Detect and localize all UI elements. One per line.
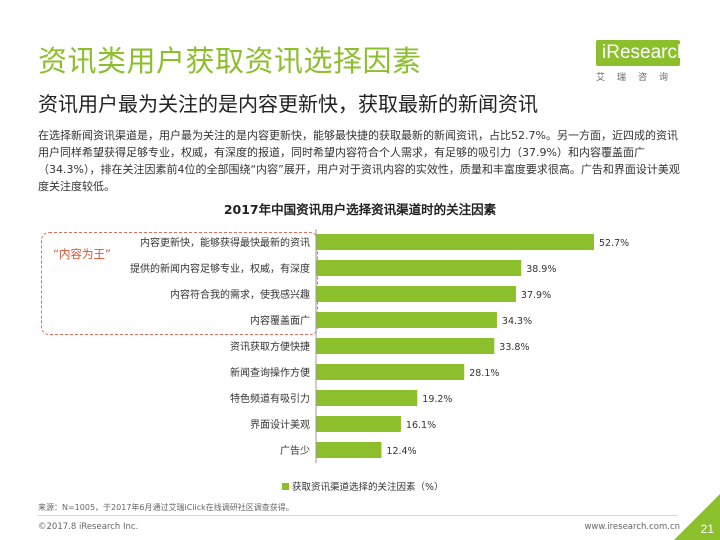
data-label: 34.3% [502,316,532,327]
bar [316,338,495,354]
bar [316,416,401,432]
data-label: 12.4% [386,446,416,457]
category-label: 新闻查询操作方便 [230,366,310,379]
source-note: 来源：N=1005，于2017年6月通过艾瑞iClick在线调研社区调查获得。 [38,503,294,512]
category-label: 资讯获取方便快捷 [230,340,310,353]
chart-title: 2017年中国资讯用户选择资讯渠道时的关注因素 [223,202,497,217]
bar-chart: 内容更新快，能够获得最快最新的资讯 52.7% 提供的新闻内容足够专业，权威，有深度… [130,229,629,493]
bar [316,312,497,328]
bar [316,260,522,276]
bar [316,442,382,458]
iresearch-logo: iResearch 艾瑞咨询 [596,40,688,83]
bar [316,390,418,406]
bar [316,364,465,380]
logo-name: iResearch [602,42,688,63]
category-label: 特色频道有吸引力 [230,392,310,405]
page-corner-tab [674,494,720,540]
footer-divider [38,515,678,516]
page-title: 资讯类用户获取资讯选择因素 [38,44,422,78]
category-label: 内容覆盖面广 [250,314,310,327]
website-link[interactable]: www.iresearch.com.cn [584,522,680,532]
copyright-text: ©2017.8 iResearch Inc. [38,522,139,532]
data-label: 52.7% [599,238,629,249]
data-label: 33.8% [499,342,529,353]
category-label: 提供的新闻内容足够专业，权威，有深度 [130,262,310,275]
legend-label: 获取资讯渠道选择的关注因素（%） [292,481,444,493]
data-label: 16.1% [406,420,436,431]
highlight-label: “内容为王” [53,247,111,261]
category-label: 界面设计美观 [250,418,310,431]
data-label: 37.9% [521,290,551,301]
category-label: 广告少 [280,444,310,457]
page-number: 21 [700,522,714,536]
logo-subtitle: 艾瑞咨询 [596,73,681,83]
legend-swatch [282,483,289,490]
logo-mark [596,40,680,66]
category-label: 内容符合我的需求，使我感兴趣 [170,288,310,301]
data-label: 19.2% [422,394,452,405]
data-label: 28.1% [469,368,499,379]
content-highlight-box [41,232,318,335]
bar [316,234,594,250]
data-label: 38.9% [526,264,556,275]
category-label: 内容更新快，能够获得最快最新的资讯 [140,236,310,249]
page-subtitle: 资讯用户最为关注的是内容更新快，获取最新的新闻资讯 [38,92,538,116]
description-paragraph: 在选择新闻资讯渠道是，用户最为关注的是内容更新快，能够最快捷的获取最新的新闻资讯… [38,129,680,193]
bar [316,286,516,302]
